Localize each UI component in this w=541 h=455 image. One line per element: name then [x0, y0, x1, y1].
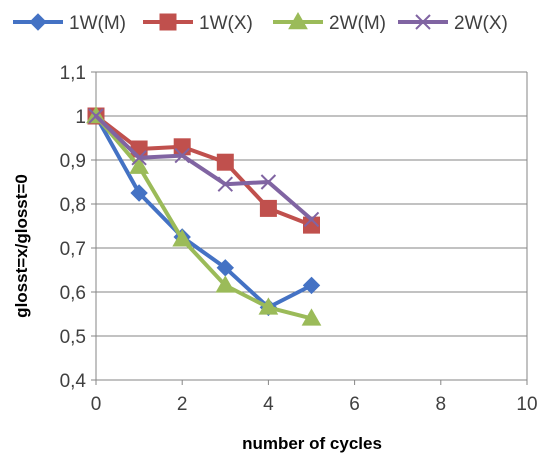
series-group: [86, 105, 322, 326]
series-3-point-4: [260, 174, 277, 190]
x-tick-label-0: 0: [91, 394, 102, 415]
y-tick-label-2: 0,6: [60, 283, 86, 304]
series-1-point-3: [216, 153, 234, 171]
legend-label-1: 1W(X): [199, 13, 253, 34]
y-tick-label-3: 0,7: [60, 239, 86, 260]
y-tick-label-4: 0,8: [60, 195, 86, 216]
x-tick-label-2: 4: [263, 394, 274, 415]
series-2-point-1: [129, 156, 149, 174]
series-3-point-2: [174, 147, 190, 164]
series-3: [88, 108, 320, 228]
series-2-point-5: [301, 308, 322, 326]
series-2-point-3: [215, 275, 236, 293]
series-3-point-5: [303, 211, 320, 228]
legend-marker-0: [29, 13, 47, 31]
legend: 1W(M) 1W(X) 2W(M) 2W(X): [13, 11, 508, 34]
series-line-0: [94, 114, 314, 310]
series-3-point-1: [131, 150, 147, 166]
series-0: [87, 107, 321, 317]
series-2-point-2: [172, 229, 193, 247]
series-2: [86, 105, 322, 326]
x-tick-label-4: 8: [436, 394, 447, 415]
legend-marker-2: [288, 11, 308, 30]
legend-marker-3: [415, 14, 431, 30]
x-tick-label-1: 2: [177, 394, 188, 415]
y-tick-label-5: 0,9: [60, 151, 86, 172]
legend-item-1: 1W(X): [143, 13, 253, 34]
y-tick-label-1: 0,5: [60, 327, 86, 348]
legend-item-0: 1W(M): [13, 13, 126, 34]
series-1-point-4: [259, 199, 277, 217]
series-3-point-0: [88, 108, 104, 124]
x-tick-labels: 0 2 4 6 8 10: [91, 380, 538, 415]
x-tick-label-5: 10: [516, 394, 537, 415]
series-3-point-3: [217, 176, 234, 192]
legend-item-2: 2W(M): [273, 11, 386, 34]
x-axis-title: number of cycles: [242, 434, 382, 453]
legend-item-3: 2W(X): [398, 13, 508, 34]
legend-label-0: 1W(M): [69, 13, 126, 34]
y-axis-title: glosst=x/glosst=0: [12, 174, 31, 318]
series-0-point-5: [302, 276, 321, 295]
legend-marker-1: [159, 13, 177, 31]
series-1-point-2: [173, 138, 191, 156]
series-line-2: [94, 114, 314, 321]
x-tick-label-3: 6: [349, 394, 360, 415]
legend-label-3: 2W(X): [454, 13, 508, 34]
series-2-point-4: [258, 297, 279, 315]
y-tick-labels: 0,4 0,5 0,6 0,7 0,8 0,9 1 1,1: [60, 63, 96, 392]
y-tick-label-7: 1,1: [60, 63, 86, 84]
y-tick-label-6: 1: [75, 107, 86, 128]
legend-label-2: 2W(M): [329, 13, 386, 34]
y-tick-label-0: 0,4: [60, 371, 87, 392]
series-0-point-1: [130, 184, 148, 202]
